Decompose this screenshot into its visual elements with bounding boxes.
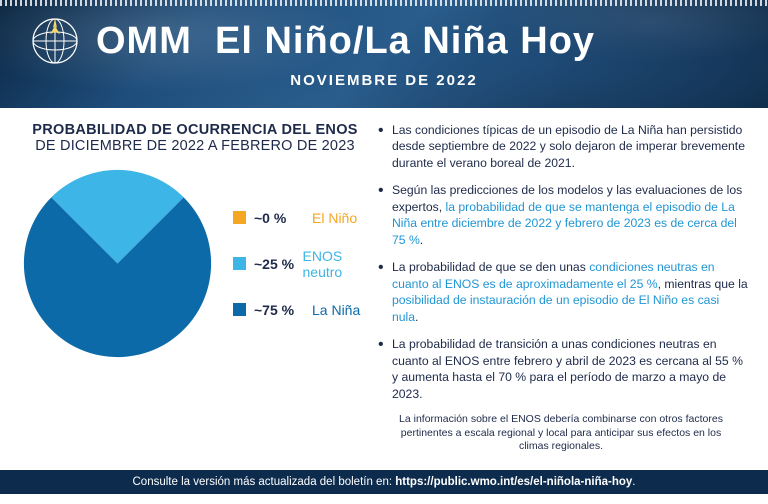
bullet-text: , mientras que la <box>658 277 748 291</box>
content: PROBABILIDAD DE OCURRENCIA DEL ENOS DE D… <box>0 108 768 470</box>
legend: ~0 % El Niño ~25 % ENOS neutro ~75 % La Niña <box>233 210 370 318</box>
bullet-item: Las condiciones típicas de un episodio d… <box>374 122 748 171</box>
bullet-item: Según las predicciones de los modelos y … <box>374 182 748 248</box>
bullet-list: Las condiciones típicas de un episodio d… <box>374 122 748 402</box>
bullet-item: La probabilidad de que se den unas condi… <box>374 259 748 325</box>
bullet-text: . <box>415 310 418 324</box>
legend-swatch <box>233 303 246 316</box>
chart-title-2: DE DICIEMBRE DE 2022 A FEBRERO DE 2023 <box>20 138 370 154</box>
header-subtitle: NOVIEMBRE DE 2022 <box>30 72 738 89</box>
bullet-text: La probabilidad de transición a unas con… <box>392 337 743 400</box>
legend-label: La Niña <box>312 302 360 318</box>
legend-percent: ~25 % <box>254 256 295 272</box>
org-name: OMM <box>96 20 192 62</box>
footnote: La información sobre el ENOS debería com… <box>374 413 748 454</box>
page-title: OMM El Niño/La Niña Hoy <box>96 20 595 63</box>
legend-item: ~0 % El Niño <box>233 210 370 226</box>
legend-swatch <box>233 257 246 270</box>
legend-percent: ~75 % <box>254 302 304 318</box>
text-panel: Las condiciones típicas de un episodio d… <box>370 122 748 470</box>
legend-percent: ~0 % <box>254 210 304 226</box>
bullet-text: Las condiciones típicas de un episodio d… <box>392 123 745 170</box>
bullet-text: . <box>420 233 423 247</box>
footer-url[interactable]: https://public.wmo.int/es/el-niñola-niña… <box>395 476 632 488</box>
legend-item: ~25 % ENOS neutro <box>233 248 370 280</box>
footer-suffix: . <box>632 476 635 488</box>
footer: Consulte la versión más actualizada del … <box>0 470 768 494</box>
legend-swatch <box>233 211 246 224</box>
chart-panel: PROBABILIDAD DE OCURRENCIA DEL ENOS DE D… <box>20 122 370 470</box>
header: OMM El Niño/La Niña Hoy NOVIEMBRE DE 202… <box>0 0 768 108</box>
title-rest: El Niño/La Niña Hoy <box>215 20 595 62</box>
pie-chart <box>20 166 215 361</box>
bullet-item: La probabilidad de transición a unas con… <box>374 336 748 402</box>
chart-row: ~0 % El Niño ~25 % ENOS neutro ~75 % La Niña <box>20 166 370 361</box>
wmo-logo-icon <box>30 16 80 66</box>
bullet-highlight: posibilidad de instauración de un episod… <box>392 293 719 323</box>
header-main: OMM El Niño/La Niña Hoy <box>30 16 738 66</box>
legend-label: ENOS neutro <box>303 248 370 280</box>
footer-text: Consulte la versión más actualizada del … <box>133 476 396 488</box>
chart-title-1: PROBABILIDAD DE OCURRENCIA DEL ENOS <box>20 122 370 138</box>
bullet-text: La probabilidad de que se den unas <box>392 260 589 274</box>
legend-item: ~75 % La Niña <box>233 302 370 318</box>
legend-label: El Niño <box>312 210 357 226</box>
